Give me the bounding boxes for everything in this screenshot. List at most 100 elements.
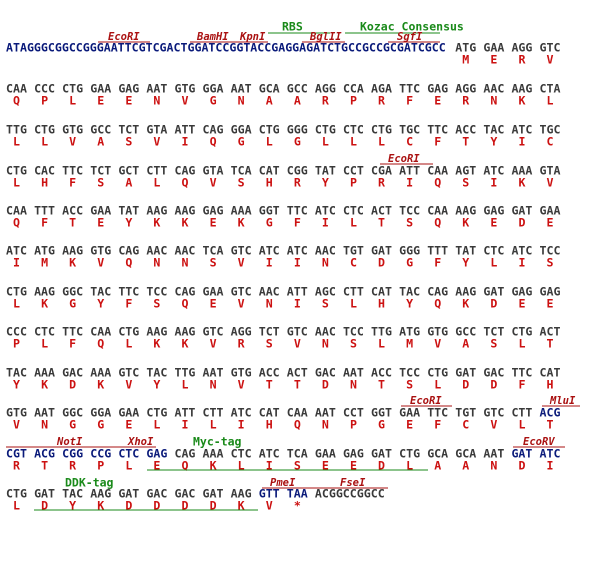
tag-label: DDK-tag <box>65 476 114 490</box>
amino-acid: Y <box>153 378 160 392</box>
codon: TGT <box>343 244 364 258</box>
amino-acid: Y <box>125 216 132 230</box>
codon: GGT <box>371 406 392 420</box>
amino-acid: Y <box>97 297 104 311</box>
codon: TCT <box>259 325 280 339</box>
amino-acid: E <box>490 216 497 230</box>
codon: AGG <box>315 82 336 96</box>
codon: CCC <box>6 325 27 339</box>
amino-acid: R <box>518 53 525 67</box>
codon: GTG <box>6 406 27 420</box>
codon: ATC <box>259 244 280 258</box>
amino-acid: Y <box>462 256 469 270</box>
codon: ATC <box>483 164 504 178</box>
amino-acid: I <box>406 176 413 190</box>
codon: TAC <box>6 366 27 380</box>
codon: ATT <box>399 164 420 178</box>
amino-acid: Y <box>406 297 413 311</box>
codon: AAG <box>455 204 476 218</box>
codon: CGG <box>287 164 308 178</box>
amino-acid: S <box>125 135 132 149</box>
codon: CTG <box>118 325 139 339</box>
amino-acid: D <box>462 378 469 392</box>
amino-acid: V <box>69 135 76 149</box>
amino-acid: C <box>350 256 357 270</box>
codon: AGT <box>455 164 476 178</box>
codon: GTG <box>427 325 448 339</box>
amino-acid: S <box>238 176 245 190</box>
codon: TGC <box>540 123 561 137</box>
codon: AGG <box>231 325 252 339</box>
codon: AAA <box>203 447 224 461</box>
amino-acid: V <box>210 176 217 190</box>
codon: CTG <box>259 123 280 137</box>
amino-acid: E <box>322 459 329 473</box>
amino-acid: S <box>153 297 160 311</box>
amino-acid: A <box>462 337 469 351</box>
codon: AAG <box>34 285 55 299</box>
codon: GCC <box>287 82 308 96</box>
amino-acid: L <box>238 459 245 473</box>
codon: ACC <box>62 204 83 218</box>
restriction-site: KpnI <box>239 31 266 43</box>
codon: CGG <box>62 447 83 461</box>
codon: ATC <box>259 447 280 461</box>
codon: TAT <box>455 244 476 258</box>
codon: CAG <box>174 164 195 178</box>
restriction-site: NotI <box>56 436 83 448</box>
amino-acid: Y <box>69 499 76 513</box>
codon: TCA <box>203 244 224 258</box>
codon: TTG <box>371 325 392 339</box>
codon: ACG <box>540 406 561 420</box>
amino-acid: N <box>238 94 245 108</box>
amino-acid: V <box>153 135 160 149</box>
amino-acid: L <box>13 176 20 190</box>
codon: TTC <box>511 366 532 380</box>
amino-acid: G <box>406 256 413 270</box>
amino-acid: I <box>182 135 189 149</box>
restriction-site: BamHI <box>196 31 229 43</box>
codon: AAC <box>315 325 336 339</box>
codon: GTC <box>540 41 561 55</box>
amino-acid: A <box>294 94 301 108</box>
amino-acid: L <box>13 499 20 513</box>
codon: CTG <box>62 82 83 96</box>
amino-acid: Q <box>182 459 189 473</box>
amino-acid: F <box>69 176 76 190</box>
amino-acid: N <box>266 297 273 311</box>
amino-acid: S <box>210 256 217 270</box>
codon: AAC <box>483 82 504 96</box>
amino-acid: I <box>547 459 554 473</box>
codon: GTC <box>118 366 139 380</box>
amino-acid: D <box>182 499 189 513</box>
codon: TTC <box>62 325 83 339</box>
codon: ATC <box>511 123 532 137</box>
codon: TAT <box>118 204 139 218</box>
amino-acid: N <box>490 94 497 108</box>
codon: TAC <box>146 366 167 380</box>
amino-acid: E <box>547 297 554 311</box>
codon: AAC <box>146 244 167 258</box>
amino-acid: G <box>294 135 301 149</box>
codon: CAC <box>34 164 55 178</box>
amino-acid: K <box>153 337 160 351</box>
amino-acid: L <box>378 135 385 149</box>
codon: ACC <box>455 123 476 137</box>
amino-acid: D <box>69 378 76 392</box>
codon: GAT <box>203 487 224 501</box>
codon: AGA <box>371 82 392 96</box>
codon: CTC <box>483 244 504 258</box>
amino-acid: H <box>41 176 48 190</box>
codon: TCA <box>231 164 252 178</box>
amino-acid: R <box>294 176 301 190</box>
codon: CTT <box>146 164 167 178</box>
codon: CAG <box>203 123 224 137</box>
codon: GAT <box>455 366 476 380</box>
codon: GAT <box>118 487 139 501</box>
amino-acid: N <box>153 94 160 108</box>
codon: CTG <box>6 487 27 501</box>
amino-acid: Q <box>13 216 20 230</box>
codon: CTC <box>343 123 364 137</box>
codon: TGC <box>399 123 420 137</box>
